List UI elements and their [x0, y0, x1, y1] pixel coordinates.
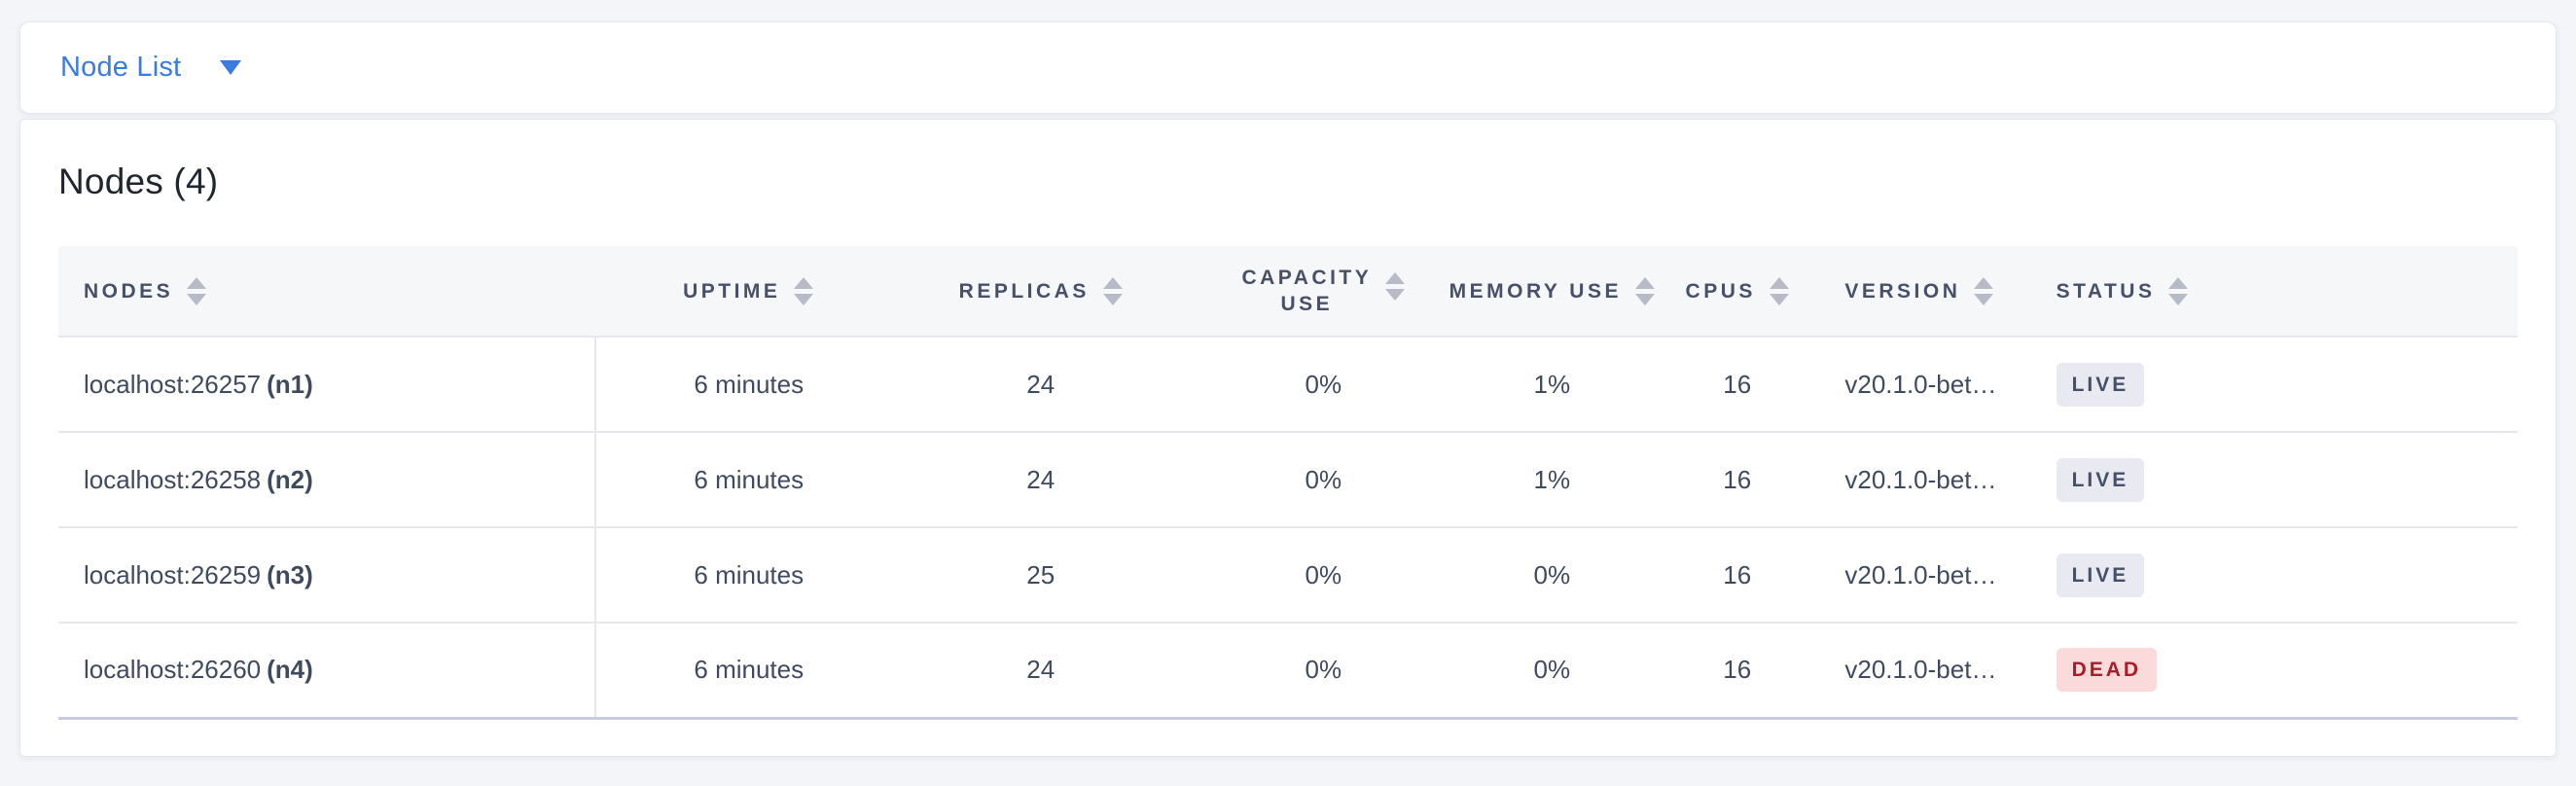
- capacity-use-cell: 0%: [1305, 369, 1342, 399]
- column-header-nodes[interactable]: NODES: [58, 246, 595, 337]
- sort-arrows-icon: [794, 276, 814, 305]
- replicas-cell: 24: [1026, 464, 1055, 494]
- status-badge: LIVE: [2056, 362, 2145, 407]
- uptime-cell: 6 minutes: [694, 464, 805, 494]
- uptime-cell: 6 minutes: [694, 369, 805, 399]
- version-cell: v20.1.0-bet…: [1844, 655, 1997, 685]
- table-row[interactable]: localhost:26259 (n3) 6 minutes 25 0% 0% 1…: [58, 527, 2518, 623]
- uptime-cell: 6 minutes: [694, 655, 805, 685]
- version-cell: v20.1.0-bet…: [1844, 464, 1997, 494]
- replicas-cell: 24: [1026, 369, 1055, 399]
- status-cell: LIVE: [2035, 432, 2518, 527]
- table-row[interactable]: localhost:26257 (n1) 6 minutes 24 0% 1% 1…: [58, 337, 2518, 432]
- status-badge: LIVE: [2056, 457, 2145, 502]
- sort-arrows-icon: [2168, 276, 2189, 305]
- replicas-cell: 24: [1026, 655, 1055, 685]
- column-header-status[interactable]: STATUS: [2035, 246, 2518, 337]
- column-label: CPUS: [1685, 279, 1756, 303]
- status-badge: LIVE: [2056, 553, 2145, 597]
- memory-use-cell: 0%: [1533, 559, 1571, 590]
- column-header-cpus[interactable]: CPUS: [1637, 246, 1837, 337]
- node-cell: localhost:26257 (n1): [58, 337, 597, 432]
- cpus-cell: 16: [1723, 655, 1752, 685]
- dropdown-label: Node List: [60, 52, 182, 83]
- node-cell: localhost:26258 (n2): [58, 432, 597, 527]
- sort-arrows-icon: [1102, 276, 1123, 305]
- caret-down-icon: [220, 60, 242, 75]
- column-label: REPLICAS: [958, 279, 1090, 303]
- view-selector-bar: Node List: [19, 21, 2557, 114]
- cpus-cell: 16: [1723, 559, 1752, 590]
- table-header: NODES UPTIME REPLICAS CAPACITY USE MEMORY US…: [58, 246, 2518, 337]
- page-title: Nodes (4): [58, 161, 219, 201]
- node-address: localhost:26258: [84, 464, 262, 494]
- memory-use-cell: 1%: [1533, 464, 1571, 494]
- column-label: VERSION: [1844, 279, 1961, 303]
- sort-arrows-icon: [187, 276, 207, 305]
- column-label: UPTIME: [683, 279, 781, 303]
- version-cell: v20.1.0-bet…: [1844, 369, 1997, 399]
- status-cell: LIVE: [2035, 337, 2518, 432]
- replicas-cell: 25: [1026, 559, 1055, 590]
- node-address: localhost:26260: [84, 655, 262, 685]
- node-id: (n2): [267, 464, 313, 494]
- memory-use-cell: 0%: [1533, 655, 1571, 685]
- node-id: (n4): [267, 655, 313, 685]
- column-header-replicas[interactable]: REPLICAS: [901, 246, 1180, 337]
- column-label: CAPACITY USE: [1241, 267, 1373, 315]
- column-label: MEMORY USE: [1449, 279, 1622, 303]
- sort-arrows-icon: [1769, 276, 1789, 305]
- cpus-cell: 16: [1723, 369, 1752, 399]
- table-header-row: NODES UPTIME REPLICAS CAPACITY USE MEMORY US…: [58, 246, 2518, 337]
- table-row[interactable]: localhost:26260 (n4) 6 minutes 24 0% 0% 1…: [58, 623, 2518, 718]
- capacity-use-cell: 0%: [1305, 559, 1342, 590]
- node-id: (n1): [267, 369, 313, 399]
- column-header-capacity_use[interactable]: CAPACITY USE: [1180, 246, 1466, 337]
- nodes-panel: Nodes (4) NODES UPTIME REPLICAS CAPACITY US…: [19, 119, 2557, 757]
- nodes-table: NODES UPTIME REPLICAS CAPACITY USE MEMORY US…: [58, 246, 2518, 720]
- status-badge: DEAD: [2056, 648, 2158, 693]
- node-cell: localhost:26260 (n4): [58, 623, 597, 718]
- table-body: localhost:26257 (n1) 6 minutes 24 0% 1% 1…: [58, 337, 2518, 718]
- sort-arrows-icon: [1385, 272, 1406, 301]
- node-address: localhost:26259: [84, 559, 262, 590]
- status-cell: DEAD: [2035, 623, 2518, 718]
- status-cell: LIVE: [2035, 527, 2518, 623]
- node-address: localhost:26257: [84, 369, 262, 399]
- cpus-cell: 16: [1723, 464, 1752, 494]
- sort-arrows-icon: [1974, 276, 1994, 305]
- node-cell: localhost:26259 (n3): [58, 527, 597, 623]
- column-header-memory_use[interactable]: MEMORY USE: [1449, 246, 1655, 337]
- column-label: NODES: [84, 279, 174, 303]
- column-header-uptime[interactable]: UPTIME: [595, 246, 901, 337]
- capacity-use-cell: 0%: [1305, 655, 1342, 685]
- table-row[interactable]: localhost:26258 (n2) 6 minutes 24 0% 1% 1…: [58, 432, 2518, 527]
- sort-arrows-icon: [1634, 276, 1655, 305]
- page: Node List Nodes (4) NODES UPTIME REPLICAS C…: [19, 21, 2557, 757]
- column-header-version[interactable]: VERSION: [1837, 246, 2034, 337]
- uptime-cell: 6 minutes: [694, 559, 805, 590]
- node-list-dropdown[interactable]: Node List: [60, 52, 242, 84]
- node-id: (n3): [267, 559, 313, 590]
- column-label: STATUS: [2056, 279, 2156, 303]
- version-cell: v20.1.0-bet…: [1844, 559, 1997, 590]
- memory-use-cell: 1%: [1533, 369, 1571, 399]
- capacity-use-cell: 0%: [1305, 464, 1342, 494]
